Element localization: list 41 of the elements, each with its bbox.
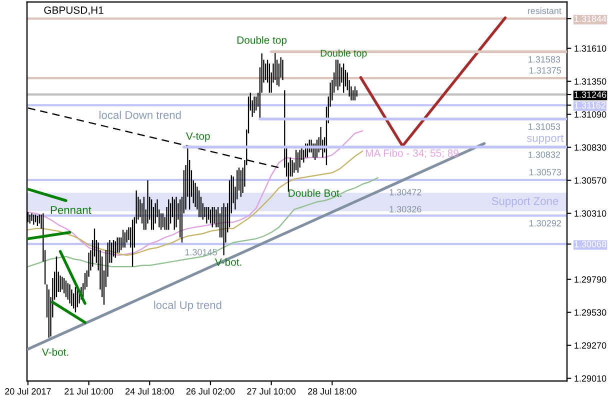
annotation: Double top bbox=[237, 36, 287, 46]
annotation: Pennant bbox=[50, 206, 92, 214]
x-tick-label: 28 Jul 18:00 bbox=[308, 388, 356, 395]
y-tick-label: 1.31844 bbox=[574, 16, 606, 22]
annotation: V-bot. bbox=[214, 258, 242, 266]
annotation: 1.30472 bbox=[390, 189, 422, 196]
ref-line-label: 1.30573 bbox=[530, 168, 562, 176]
x-tick-label: 21 Jul 10:00 bbox=[64, 388, 114, 395]
annotation: V-bot. bbox=[42, 348, 68, 356]
annotation: 1.30326 bbox=[390, 206, 422, 212]
annotation: Double Bot. bbox=[288, 189, 342, 197]
y-tick-label: 1.31090 bbox=[574, 111, 606, 118]
series-label: 1.30832 bbox=[528, 151, 560, 158]
annotation: local Down trend bbox=[100, 110, 181, 119]
annotation: Double top bbox=[320, 49, 367, 59]
y-tick-label: 1.29790 bbox=[574, 276, 606, 283]
annotation: V-top bbox=[186, 132, 210, 142]
y-tick-label: 1.30570 bbox=[574, 177, 606, 184]
ref-line-label: 1.30292 bbox=[530, 220, 561, 226]
y-tick-label: 1.29530 bbox=[574, 309, 606, 316]
series-label: 1.31053 bbox=[528, 123, 560, 130]
y-tick-label: 1.31162 bbox=[574, 102, 606, 109]
ref-line-label: resistant bbox=[528, 7, 562, 14]
y-tick-label: 1.30068 bbox=[574, 241, 606, 248]
y-tick-label: 1.31610 bbox=[574, 45, 606, 52]
x-tick-label: 26 Jul 02:00 bbox=[186, 388, 235, 395]
annotation: MA Fibo - 34; 55; 89 bbox=[366, 149, 458, 158]
y-tick-label: 1.31350 bbox=[574, 78, 606, 85]
y-tick-label: 1.30310 bbox=[574, 210, 606, 217]
y-tick-label: 1.29010 bbox=[574, 375, 606, 382]
y-tick-label: 1.30830 bbox=[574, 144, 606, 151]
annotation: local Up trend bbox=[154, 300, 222, 312]
y-tick-label: 1.31246 bbox=[574, 91, 606, 98]
chart-title: GBPUSD,H1 bbox=[44, 6, 104, 16]
y-tick-label: 1.29270 bbox=[574, 342, 606, 349]
annotation: support bbox=[526, 134, 564, 144]
x-tick-label: 27 Jul 10:00 bbox=[247, 388, 296, 395]
ref-line-label: 1.31375 bbox=[530, 67, 562, 74]
x-tick-label: 24 Jul 18:00 bbox=[126, 388, 174, 395]
x-tick-label: 20 Jul 2017 bbox=[5, 388, 51, 395]
series-label: 1.31583 bbox=[528, 56, 560, 63]
